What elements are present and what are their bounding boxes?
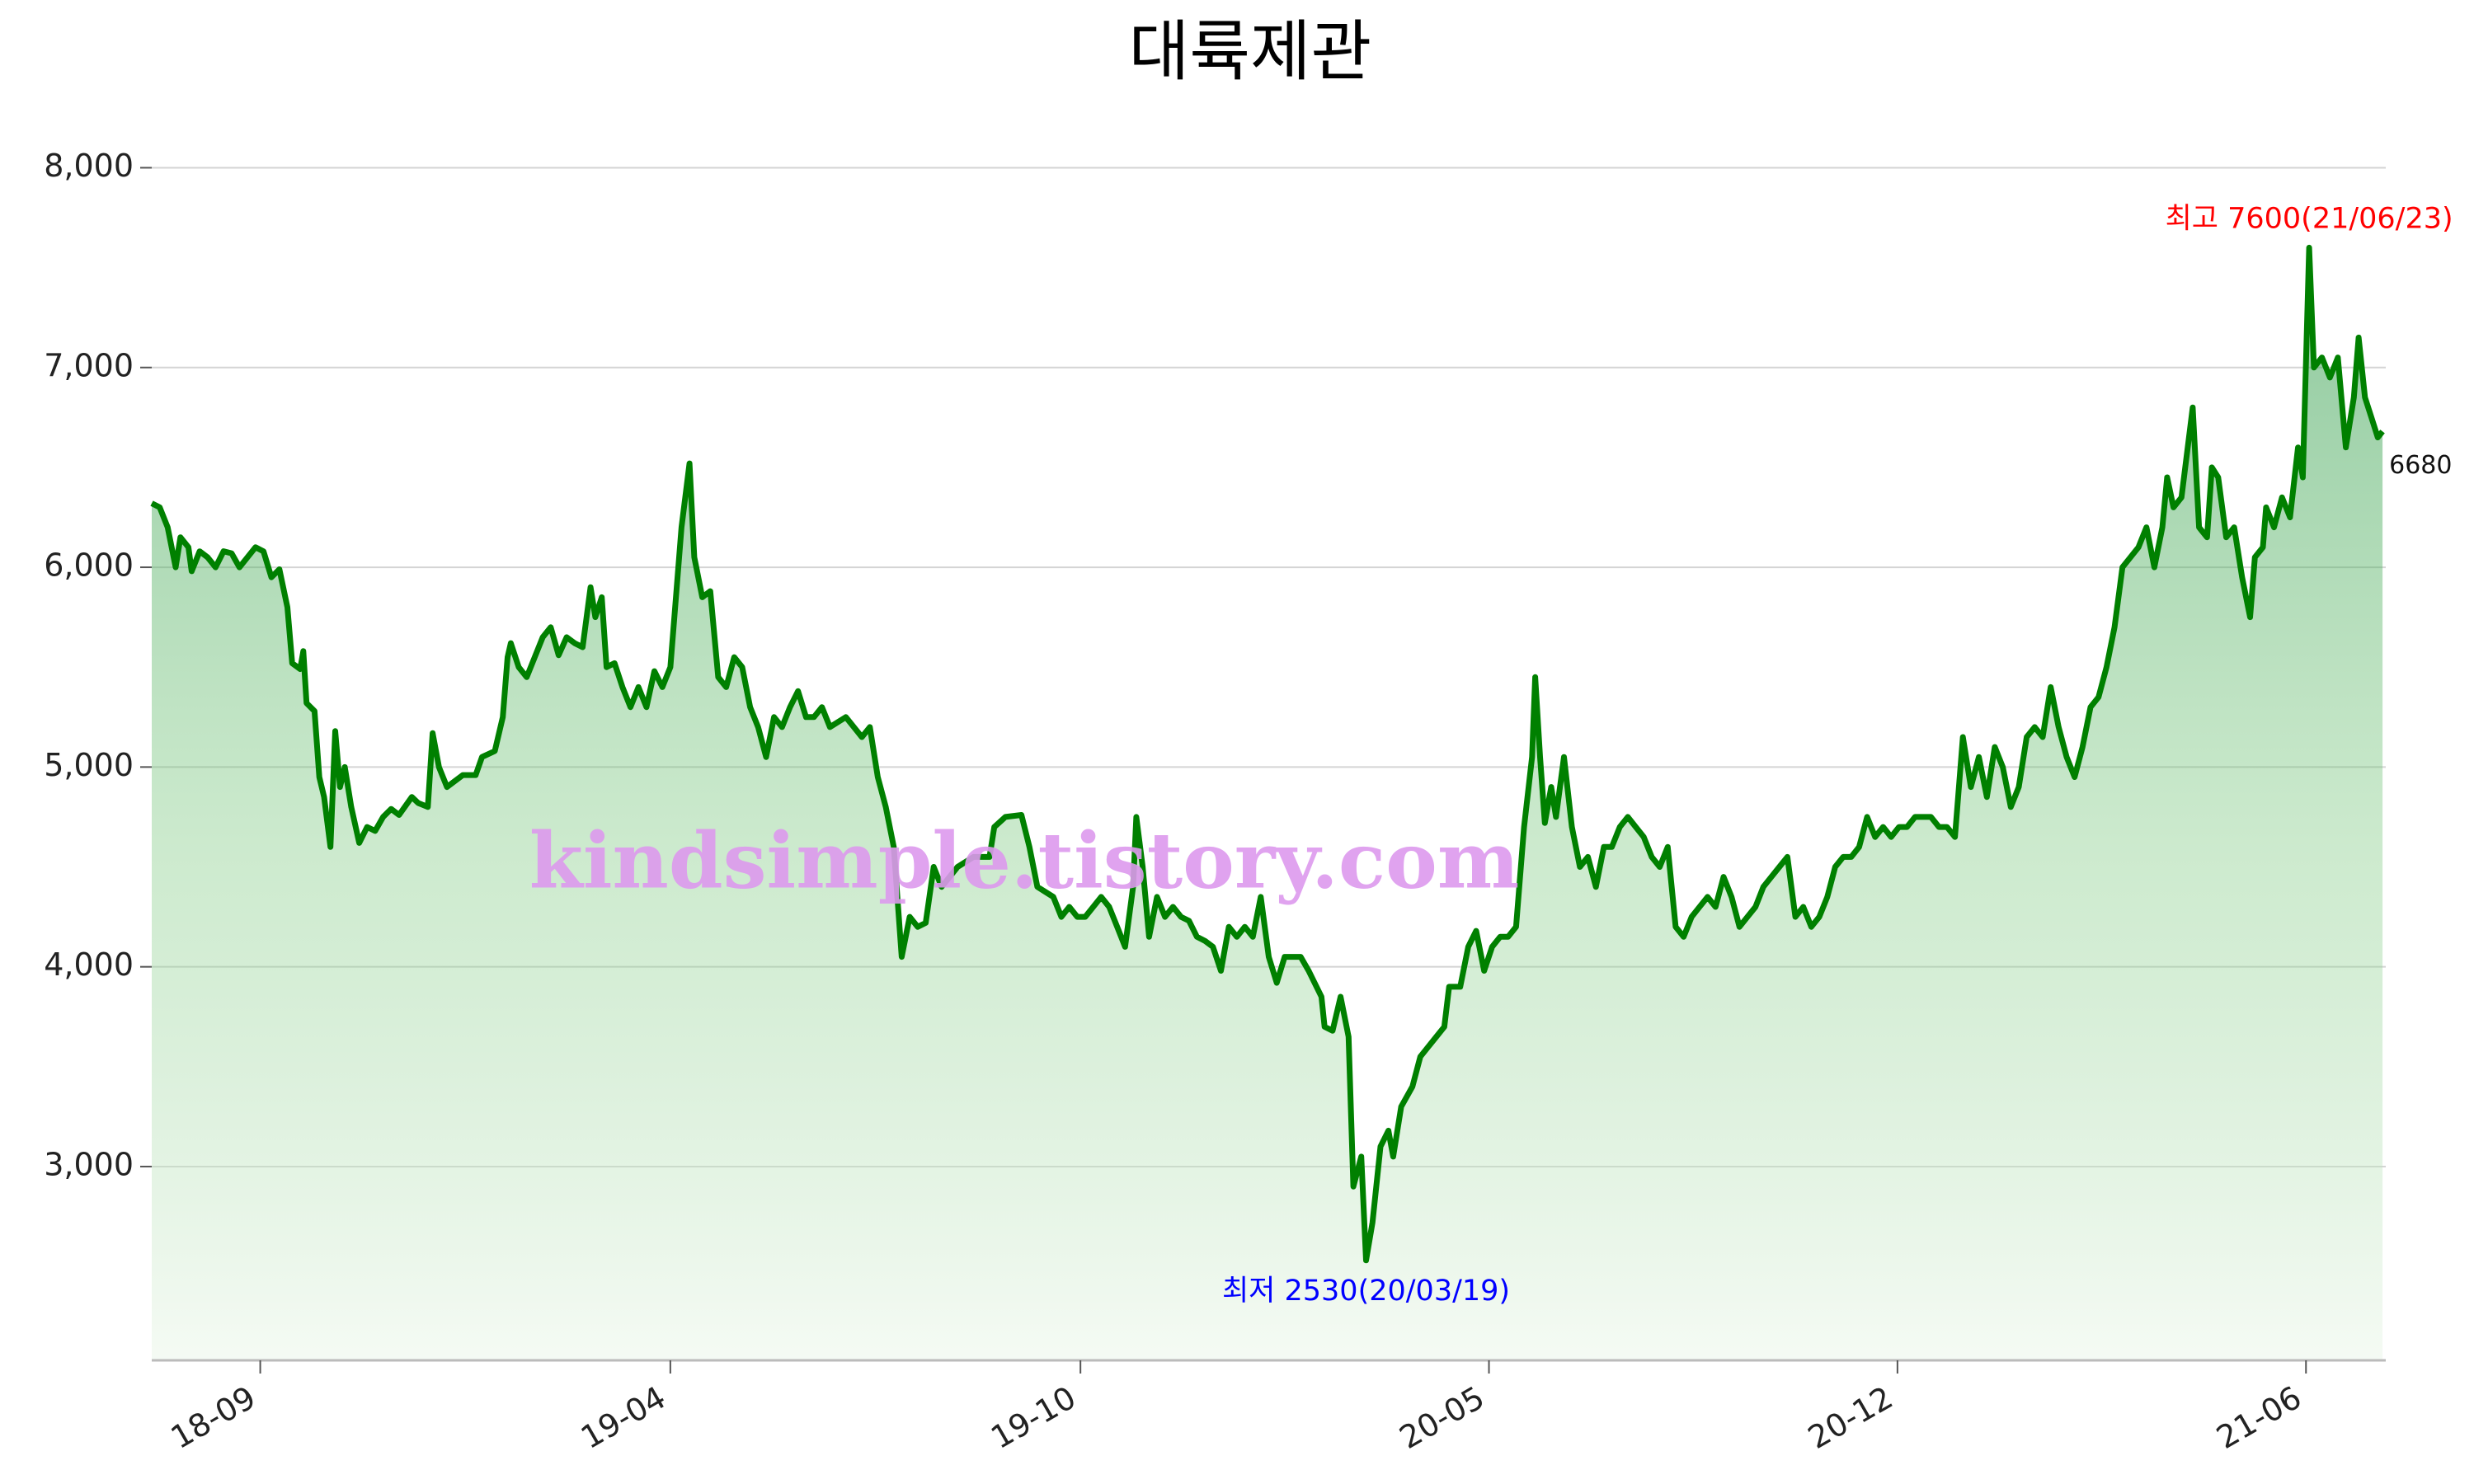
y-tick-label: 7,000	[44, 347, 134, 383]
price-area	[152, 247, 2383, 1360]
y-tick-label: 3,000	[44, 1146, 134, 1182]
chart-title: 대륙제관	[1129, 13, 1371, 90]
y-tick-label: 6,000	[44, 547, 134, 584]
x-tick-label: 19-10	[985, 1379, 1082, 1456]
y-tick-label: 5,000	[44, 747, 134, 783]
watermark: kindsimple.tistory.com	[529, 815, 1520, 906]
x-tick-label: 20-05	[1394, 1379, 1491, 1456]
annotation: 최고 7600(21/06/23)	[2166, 202, 2453, 235]
y-tick-label: 4,000	[44, 946, 134, 983]
y-tick-label: 8,000	[44, 148, 134, 184]
x-tick-label: 21-06	[2210, 1379, 2307, 1456]
x-tick-label: 19-04	[575, 1379, 672, 1456]
price-line	[150, 244, 2385, 1264]
x-tick-label: 20-12	[1802, 1379, 1899, 1456]
annotation: 최저 2530(20/03/19)	[1222, 1275, 1510, 1308]
last-value-label: 6680	[2389, 451, 2452, 480]
x-tick-label: 18-09	[165, 1379, 262, 1456]
